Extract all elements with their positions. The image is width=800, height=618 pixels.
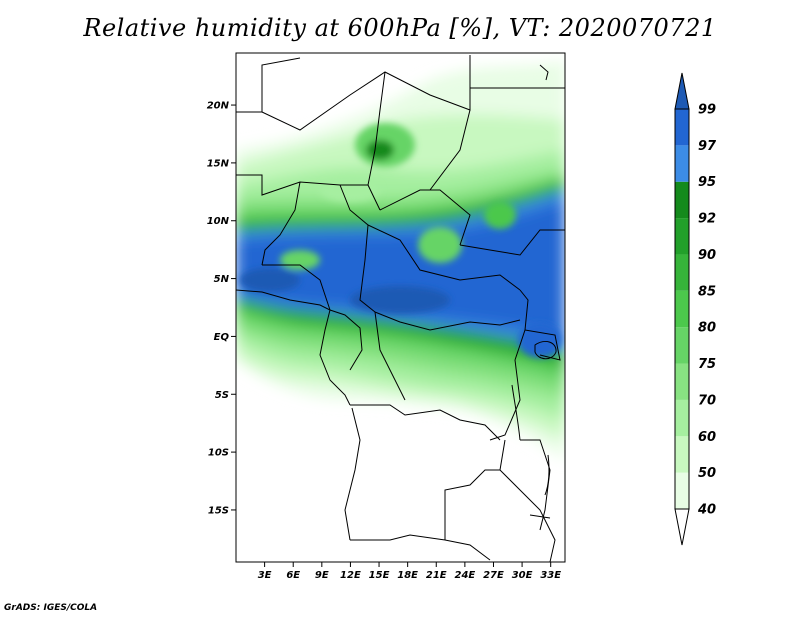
lake-tanganyika <box>511 384 521 441</box>
country-borders <box>236 55 565 562</box>
border-line <box>444 539 491 561</box>
lon-tick-label: 27E <box>483 570 504 581</box>
colorbar-segment <box>675 472 689 509</box>
border-line <box>499 469 556 562</box>
lat-tick-label: 15N <box>207 158 230 169</box>
colorbar-label: 90 <box>698 248 716 263</box>
colorbar-label: 99 <box>698 103 716 118</box>
coastline <box>539 64 549 81</box>
moisture-band-97 <box>236 200 565 338</box>
grads-credit: GrADS: IGES/COLA <box>4 603 98 613</box>
lat-tick-label: 10N <box>207 216 230 227</box>
border-line <box>374 311 521 331</box>
colorbar-label: 80 <box>698 321 716 336</box>
colorbar-label: 40 <box>697 503 716 518</box>
moisture-patch <box>350 286 450 314</box>
border-line <box>367 224 521 291</box>
colorbar-outline <box>674 108 690 510</box>
colorbar-label: 85 <box>698 284 716 299</box>
latitude-axis: 20N 15N 10N 5N EQ 5S 10S 15S <box>207 101 236 516</box>
border-line <box>459 229 565 256</box>
lat-tick-label: 15S <box>208 505 229 516</box>
border-line <box>236 57 301 113</box>
moisture-patch <box>240 268 300 292</box>
humidity-field <box>236 53 565 562</box>
map-frame <box>235 52 566 563</box>
lon-tick-label: 9E <box>315 570 329 581</box>
colorbar-segment <box>675 145 689 182</box>
colorbar-label: 95 <box>698 175 716 190</box>
lake-victoria <box>534 341 557 360</box>
lon-tick-label: 6E <box>286 570 300 581</box>
border-line <box>444 439 506 540</box>
moisture-patch <box>320 178 380 202</box>
lat-tick-label: 5S <box>215 390 229 401</box>
lon-tick-label: 18E <box>397 570 418 581</box>
colorbar-label: 97 <box>698 139 717 154</box>
border-line <box>374 311 406 401</box>
colorbar-label: 60 <box>698 430 716 445</box>
lon-tick-label: 15E <box>369 570 390 581</box>
lat-tick-label: 5N <box>214 274 230 285</box>
border-line <box>339 184 376 313</box>
border-line <box>514 289 529 361</box>
border-line <box>529 514 551 519</box>
moisture-patch <box>484 201 516 229</box>
border-line <box>261 181 301 266</box>
colorbar-segment <box>675 399 689 437</box>
colorbar-segment <box>675 327 689 364</box>
colorbar-segment <box>675 218 689 255</box>
map-title: Relative humidity at 600hPa [%], VT: 202… <box>83 14 717 42</box>
lon-tick-label: 33E <box>540 570 561 581</box>
colorbar-segment <box>675 254 689 291</box>
lat-tick-label: 10S <box>208 448 229 459</box>
colorbar-segment <box>675 363 689 400</box>
colorbar-label: 70 <box>698 393 716 408</box>
moisture-patch <box>366 140 394 160</box>
colorbar-segment <box>675 109 689 146</box>
border-line <box>344 407 361 541</box>
colorbar-segment <box>675 436 689 473</box>
lat-tick-label: 20N <box>207 101 230 112</box>
lat-tick-label: EQ <box>214 332 230 343</box>
colorbar: 40 50 60 70 75 80 85 90 92 95 97 99 <box>674 72 717 546</box>
coastline <box>236 289 351 406</box>
lake-malawi <box>544 454 550 496</box>
lon-tick-label: 3E <box>258 570 272 581</box>
border-line <box>524 329 561 361</box>
colorbar-label: 75 <box>698 357 716 372</box>
colorbar-label: 50 <box>698 466 716 481</box>
moisture-patch <box>280 250 320 270</box>
moisture-shading <box>236 60 565 460</box>
lon-tick-label: 21E <box>426 570 447 581</box>
border-line <box>262 264 331 311</box>
border-line <box>367 71 386 211</box>
moisture-patch <box>418 227 462 263</box>
border-line <box>350 404 501 441</box>
lon-tick-label: 24E <box>454 570 475 581</box>
colorbar-top-arrow <box>674 72 690 110</box>
colorbar-segment <box>675 181 689 219</box>
border-line <box>429 109 471 191</box>
colorbar-segment <box>675 290 689 328</box>
lon-tick-label: 30E <box>512 570 533 581</box>
lon-tick-label: 12E <box>340 570 361 581</box>
colorbar-bottom-arrow <box>674 508 690 546</box>
moisture-details <box>240 123 562 358</box>
longitude-axis: 3E 6E 9E 12E 15E 18E 21E 24E 27E 30E 33E <box>258 562 561 581</box>
colorbar-label: 92 <box>698 212 716 227</box>
border-line <box>350 534 446 541</box>
border-line <box>236 174 368 196</box>
border-line <box>329 309 363 371</box>
